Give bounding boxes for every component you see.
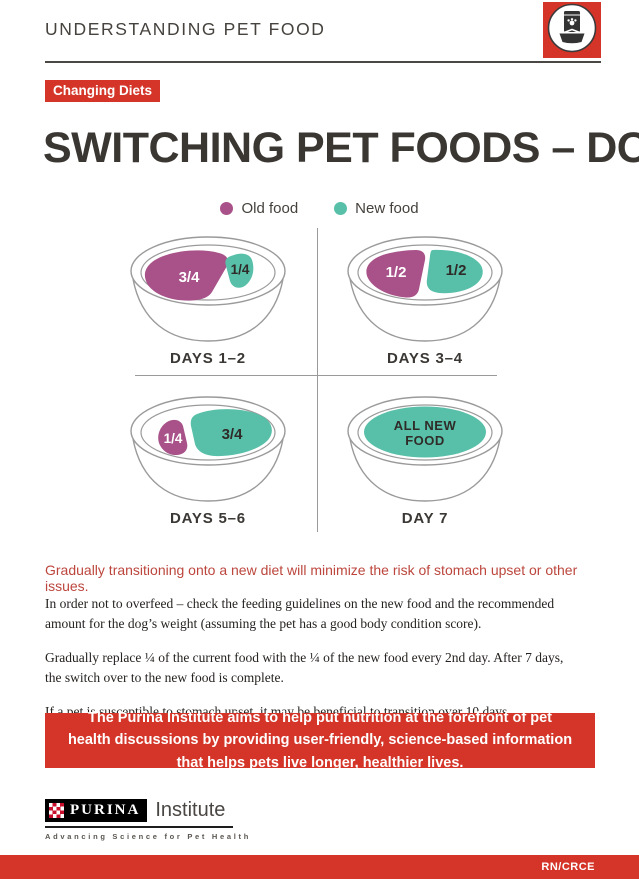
old-fraction-label: 3/4 bbox=[179, 269, 201, 286]
old-food-portion bbox=[366, 250, 426, 298]
new-fraction-label: 1/2 bbox=[446, 262, 467, 279]
bottom-bar: RN/CRCE bbox=[0, 855, 639, 879]
main-title: SWITCHING PET FOODS – DOGS bbox=[43, 124, 639, 172]
new-food-portion bbox=[190, 409, 272, 457]
horizontal-divider bbox=[135, 375, 497, 376]
header-divider bbox=[45, 61, 601, 63]
new-fraction-label: 1/4 bbox=[231, 262, 250, 277]
old-fraction-label: 1/2 bbox=[386, 264, 407, 281]
bowl-days-5-6: 1/4 3/4 bbox=[113, 389, 303, 524]
paragraph-overfeed: In order not to overfeed – check the fee… bbox=[45, 596, 555, 631]
body-text: In order not to overfeed – check the fee… bbox=[45, 594, 580, 737]
section-badge: Changing Diets bbox=[45, 80, 161, 102]
all-new-food-label-line2: FOOD bbox=[405, 433, 445, 448]
pet-food-icon-box bbox=[543, 2, 601, 58]
old-fraction-label: 1/4 bbox=[164, 431, 183, 446]
old-food-dot-icon bbox=[220, 202, 234, 215]
page-title: UNDERSTANDING PET FOOD bbox=[45, 19, 326, 39]
institute-wordmark: Institute bbox=[155, 799, 226, 821]
new-fraction-label: 3/4 bbox=[222, 426, 244, 443]
logo-tagline: Advancing Science for Pet Health bbox=[45, 831, 252, 841]
stage-label-days-5-6: DAYS 5–6 bbox=[170, 510, 246, 527]
vertical-divider bbox=[317, 228, 318, 532]
lead-sentence: Gradually transitioning onto a new diet … bbox=[45, 562, 578, 594]
legend-label-new: New food bbox=[355, 200, 419, 217]
purina-institute-logo: PURINA Institute Advancing Science for P… bbox=[45, 799, 252, 841]
legend-label-old: Old food bbox=[241, 200, 299, 217]
new-food-portion bbox=[426, 249, 483, 294]
legend-item-old-food: Old food bbox=[220, 200, 298, 217]
all-new-food-label-line1: ALL NEW bbox=[394, 418, 457, 433]
pet-food-bag-bowl-icon bbox=[546, 2, 598, 59]
logo-divider bbox=[45, 826, 233, 828]
callout-text: The Purina Institute aims to help put nu… bbox=[67, 709, 573, 771]
bowl-day-7: ALL NEW FOOD bbox=[330, 389, 520, 524]
stage-label-day-7: DAY 7 bbox=[401, 510, 449, 527]
paragraph-replace-quarter: Gradually replace ¼ of the current food … bbox=[45, 650, 564, 685]
old-food-portion bbox=[158, 419, 188, 456]
brand-name: PURINA bbox=[70, 802, 141, 818]
purina-institute-callout: The Purina Institute aims to help put nu… bbox=[45, 710, 595, 771]
legend: Old food New food bbox=[0, 200, 639, 217]
purina-checkerboard-icon bbox=[49, 803, 64, 818]
stage-label-days-1-2: DAYS 1–2 bbox=[170, 350, 246, 367]
old-food-portion bbox=[144, 250, 229, 301]
new-food-portion bbox=[364, 406, 486, 458]
purina-wordmark: PURINA bbox=[45, 799, 148, 822]
legend-item-new-food: New food bbox=[334, 200, 419, 217]
stage-label-days-3-4: DAYS 3–4 bbox=[387, 350, 463, 367]
new-food-portion bbox=[225, 253, 254, 288]
document-code: RN/CRCE bbox=[541, 861, 595, 873]
bowl-days-1-2: 3/4 1/4 bbox=[113, 229, 303, 364]
bowl-days-3-4: 1/2 1/2 bbox=[330, 229, 520, 364]
new-food-dot-icon bbox=[334, 202, 348, 215]
